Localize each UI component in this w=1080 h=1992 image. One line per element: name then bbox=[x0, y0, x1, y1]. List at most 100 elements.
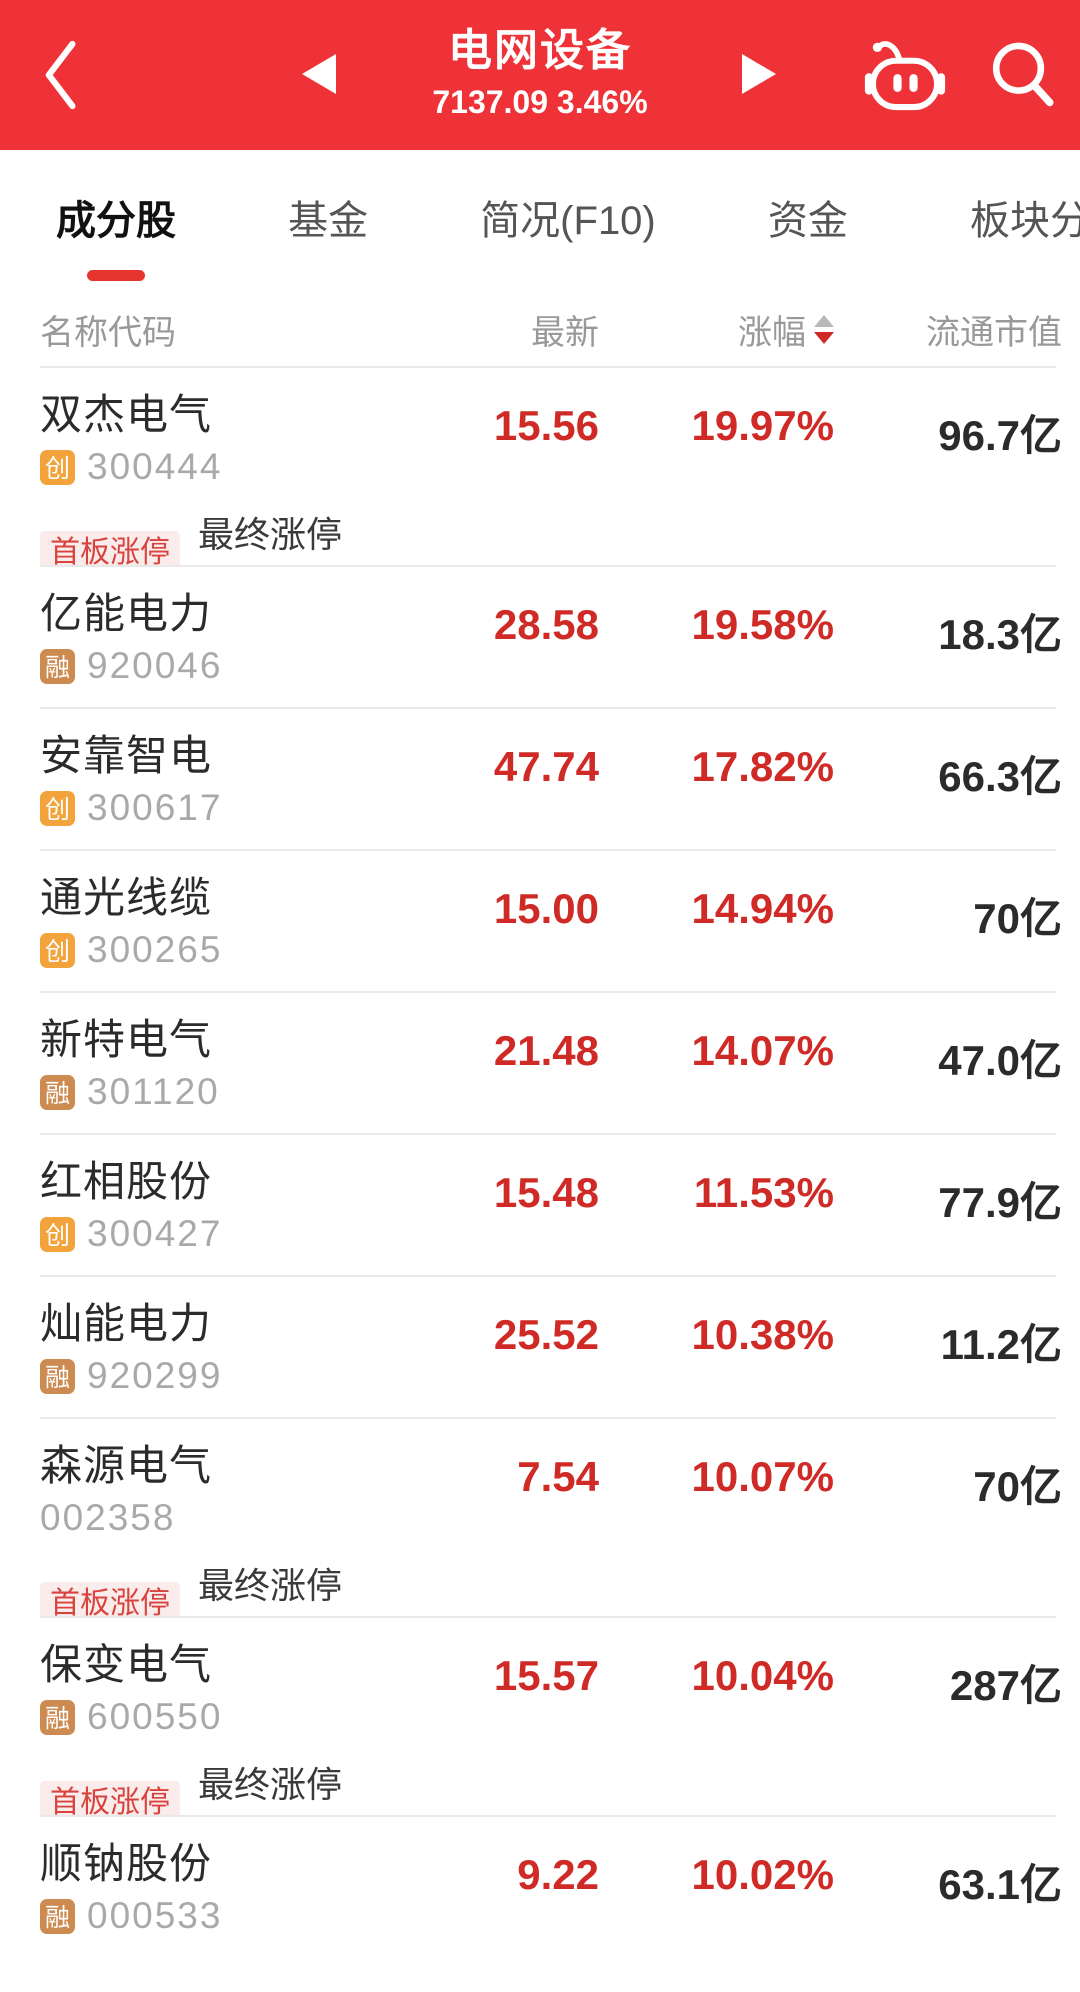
board-badge-chuang: 创 bbox=[40, 790, 75, 826]
board-badge-rong: 融 bbox=[40, 1898, 75, 1934]
tab-components[interactable]: 成分股 bbox=[56, 150, 176, 281]
latest-price: 21.48 bbox=[493, 1027, 599, 1074]
change-percent: 19.97% bbox=[691, 402, 834, 449]
search-icon[interactable] bbox=[990, 40, 1056, 110]
tab-label: 成分股 bbox=[56, 199, 176, 243]
float-market-cap: 47.0亿 bbox=[938, 1037, 1062, 1084]
board-badge-rong: 融 bbox=[40, 648, 75, 684]
tab-capital[interactable]: 资金 bbox=[768, 150, 848, 246]
float-market-cap: 287亿 bbox=[949, 1662, 1062, 1709]
latest-price: 7.54 bbox=[517, 1453, 599, 1500]
stock-row[interactable]: 保变电气 融 600550 首板涨停 最终涨停 09:41 15.57 10.0… bbox=[0, 1618, 1080, 1849]
latest-price: 28.58 bbox=[493, 601, 599, 648]
stock-row[interactable]: 新特电气 融 301120 21.48 14.07% 47.0亿 bbox=[0, 993, 1080, 1135]
latest-price: 15.56 bbox=[493, 402, 599, 449]
stock-code: 600550 bbox=[87, 1696, 223, 1737]
tab-sector-analysis[interactable]: 板块分 bbox=[970, 150, 1080, 246]
latest-price: 25.52 bbox=[493, 1311, 599, 1358]
latest-price: 47.74 bbox=[493, 743, 599, 790]
stock-name: 安靠智电 bbox=[40, 732, 213, 779]
board-badge-chuang: 创 bbox=[40, 932, 75, 968]
stock-info: 红相股份 创 300427 bbox=[40, 1135, 399, 1277]
stock-name: 顺钠股份 bbox=[40, 1840, 213, 1887]
change-percent: 14.94% bbox=[691, 885, 834, 932]
stock-code: 002358 bbox=[40, 1497, 176, 1538]
stock-row[interactable]: 顺钠股份 融 000533 9.22 10.02% 63.1亿 bbox=[0, 1817, 1080, 1992]
stock-row[interactable]: 通光线缆 创 300265 15.00 14.94% 70亿 bbox=[0, 851, 1080, 993]
stock-code: 920046 bbox=[87, 645, 223, 686]
float-market-cap: 96.7亿 bbox=[938, 412, 1062, 459]
stock-name: 红相股份 bbox=[40, 1158, 213, 1205]
sector-title-block: 电网设备 7137.09 3.46% bbox=[360, 22, 720, 122]
stock-code: 300265 bbox=[87, 929, 223, 970]
next-sector-triangle-icon[interactable] bbox=[742, 52, 778, 96]
stock-row[interactable]: 红相股份 创 300427 15.48 11.53% 77.9亿 bbox=[0, 1135, 1080, 1277]
stock-info: 顺钠股份 融 000533 bbox=[40, 1817, 399, 1992]
change-percent: 14.07% bbox=[691, 1027, 834, 1074]
tab-label: 资金 bbox=[767, 199, 848, 243]
board-badge-chuang: 创 bbox=[40, 1216, 75, 1252]
column-latest-price[interactable]: 最新 bbox=[531, 313, 599, 352]
stock-info: 双杰电气 创 300444 首板涨停 最终涨停 09:54 bbox=[40, 368, 399, 599]
float-market-cap: 70亿 bbox=[973, 895, 1062, 942]
stock-info: 灿能电力 融 920299 bbox=[40, 1277, 399, 1419]
float-market-cap: 66.3亿 bbox=[938, 753, 1062, 800]
stock-name: 森源电气 bbox=[40, 1442, 213, 1489]
change-percent: 17.82% bbox=[691, 743, 834, 790]
change-percent: 11.53% bbox=[693, 1169, 834, 1216]
sort-desc-triangle-icon bbox=[814, 331, 834, 344]
change-percent: 19.58% bbox=[691, 601, 834, 648]
stock-code: 300444 bbox=[87, 446, 223, 487]
stock-info: 通光线缆 创 300265 bbox=[40, 851, 399, 993]
board-badge-rong: 融 bbox=[40, 1074, 75, 1110]
latest-price: 15.48 bbox=[493, 1169, 599, 1216]
latest-price: 9.22 bbox=[517, 1851, 599, 1898]
stock-name: 新特电气 bbox=[40, 1016, 213, 1063]
stock-name: 保变电气 bbox=[40, 1641, 213, 1688]
stock-row[interactable]: 灿能电力 融 920299 25.52 10.38% 11.2亿 bbox=[0, 1277, 1080, 1419]
page-title: 电网设备 bbox=[448, 26, 632, 75]
stock-name: 亿能电力 bbox=[40, 590, 213, 637]
column-name-code: 名称代码 bbox=[40, 313, 176, 352]
tab-funds[interactable]: 基金 bbox=[288, 150, 368, 246]
latest-price: 15.57 bbox=[493, 1652, 599, 1699]
change-percent: 10.04% bbox=[691, 1652, 834, 1699]
column-float-market-cap[interactable]: 流通市值 bbox=[926, 313, 1062, 352]
robot-icon[interactable] bbox=[860, 34, 950, 116]
table-column-header: 名称代码 最新 涨幅 流通市值 bbox=[0, 290, 1080, 368]
column-change-sort[interactable]: 涨幅 bbox=[599, 305, 834, 354]
prev-sector-triangle-icon[interactable] bbox=[300, 52, 336, 96]
stock-info: 保变电气 融 600550 首板涨停 最终涨停 09:41 bbox=[40, 1618, 399, 1849]
back-icon[interactable] bbox=[34, 38, 86, 112]
board-badge-chuang: 创 bbox=[40, 449, 75, 485]
stock-code: 300427 bbox=[87, 1213, 223, 1254]
float-market-cap: 11.2亿 bbox=[940, 1321, 1062, 1368]
float-market-cap: 70亿 bbox=[973, 1463, 1062, 1510]
stock-code: 920299 bbox=[87, 1355, 223, 1396]
sort-arrows-icon bbox=[814, 314, 834, 344]
stock-name: 双杰电气 bbox=[40, 391, 213, 438]
float-market-cap: 18.3亿 bbox=[938, 611, 1062, 658]
float-market-cap: 63.1亿 bbox=[938, 1861, 1062, 1908]
stock-code: 000533 bbox=[87, 1895, 223, 1936]
tab-profile-f10[interactable]: 简况(F10) bbox=[480, 150, 656, 246]
stock-row[interactable]: 亿能电力 融 920046 28.58 19.58% 18.3亿 bbox=[0, 567, 1080, 709]
change-percent: 10.07% bbox=[691, 1453, 834, 1500]
float-market-cap: 77.9亿 bbox=[938, 1179, 1062, 1226]
index-value: 7137.09 3.46% bbox=[432, 84, 648, 120]
stock-row[interactable]: 双杰电气 创 300444 首板涨停 最终涨停 09:54 15.56 19.9… bbox=[0, 368, 1080, 599]
stock-code: 301120 bbox=[87, 1071, 220, 1112]
stock-name: 灿能电力 bbox=[40, 1300, 213, 1347]
stock-info: 新特电气 融 301120 bbox=[40, 993, 399, 1135]
stock-row[interactable]: 安靠智电 创 300617 47.74 17.82% 66.3亿 bbox=[0, 709, 1080, 851]
sort-asc-triangle-icon bbox=[814, 314, 834, 327]
board-badge-rong: 融 bbox=[40, 1699, 75, 1735]
tab-label: 板块分 bbox=[969, 199, 1080, 243]
stock-name: 通光线缆 bbox=[40, 874, 213, 921]
stock-row[interactable]: 森源电气 002358 首板涨停 最终涨停 09:45 7.54 10.07% … bbox=[0, 1419, 1080, 1650]
tab-label: 基金 bbox=[288, 199, 369, 243]
tab-bar: 成分股 基金 简况(F10) 资金 板块分 bbox=[0, 150, 1080, 290]
change-percent: 10.38% bbox=[691, 1311, 834, 1358]
tab-label: 简况(F10) bbox=[480, 199, 656, 243]
board-badge-rong: 融 bbox=[40, 1358, 75, 1394]
